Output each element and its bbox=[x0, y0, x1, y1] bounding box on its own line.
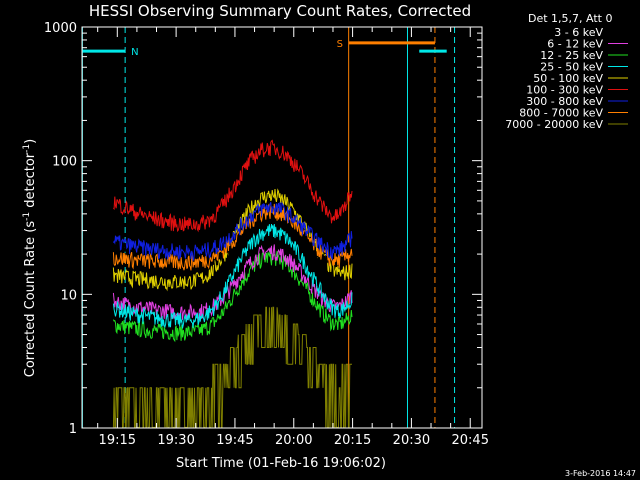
y-tick-label: 10 bbox=[60, 288, 77, 303]
y-axis-label-sup2: -1 bbox=[22, 144, 32, 153]
legend-header: Det 1,5,7, Att 0 bbox=[528, 12, 612, 25]
x-tick-label: 20:15 bbox=[334, 433, 371, 448]
series-line-7 bbox=[112, 203, 353, 271]
x-tick-label: 20:00 bbox=[275, 433, 312, 448]
legend-entry-label: 12 - 25 keV bbox=[540, 49, 603, 62]
y-axis-label-sup1: -1 bbox=[22, 212, 32, 221]
series-line-5 bbox=[113, 139, 353, 233]
legend-entry-label: 300 - 800 keV bbox=[526, 95, 603, 108]
chart-title: HESSI Observing Summary Count Rates, Cor… bbox=[89, 2, 471, 20]
series-line-8 bbox=[112, 306, 352, 428]
legend-entry-label: 7000 - 20000 keV bbox=[505, 118, 603, 131]
y-tick-label: 1000 bbox=[44, 21, 77, 36]
series-line-2 bbox=[112, 250, 353, 343]
plot-area: NS bbox=[81, 27, 456, 428]
y-axis-label: Corrected Count Rate (s-1 detector-1) bbox=[22, 139, 38, 377]
legend-entry-label: 100 - 300 keV bbox=[526, 84, 603, 97]
axes: 1 10 100 1000 19:15 19:30 19:45 20:00 20:15 20:30… bbox=[44, 21, 489, 448]
y-axis-label-main: Corrected Count Rate (s bbox=[23, 221, 38, 378]
legend-entry-label: 25 - 50 keV bbox=[540, 61, 603, 74]
y-tick-label: 1 bbox=[69, 422, 77, 437]
legend-entry-label: 3 - 6 keV bbox=[554, 26, 603, 39]
x-tick-label: 20:45 bbox=[452, 433, 489, 448]
y-tick-label: 100 bbox=[52, 155, 77, 170]
x-tick-label: 19:45 bbox=[216, 433, 253, 448]
series-line-1 bbox=[112, 244, 353, 321]
plot-frame bbox=[81, 26, 483, 429]
x-tick-label: 20:30 bbox=[393, 433, 430, 448]
svg-text:Corrected Count Rate (s-1 dete: Corrected Count Rate (s-1 detector-1) bbox=[22, 139, 38, 377]
x-tick-label: 19:15 bbox=[99, 433, 136, 448]
x-axis-label: Start Time (01-Feb-16 19:06:02) bbox=[176, 456, 386, 471]
flag-label-n: N bbox=[131, 47, 138, 58]
x-tick-label: 19:30 bbox=[157, 433, 194, 448]
legend-entry-label: 800 - 7000 keV bbox=[519, 107, 603, 120]
series-line-6 bbox=[112, 201, 353, 262]
y-axis-label-mid: detector bbox=[23, 152, 38, 212]
y-axis-label-end: ) bbox=[23, 139, 38, 144]
flag-label-s: S bbox=[337, 39, 343, 50]
timestamp: 3-Feb-2016 14:47 bbox=[565, 469, 636, 478]
legend-entry-label: 6 - 12 keV bbox=[547, 38, 603, 51]
legend-entry-label: 50 - 100 keV bbox=[533, 72, 603, 85]
series-line-3 bbox=[112, 223, 353, 329]
